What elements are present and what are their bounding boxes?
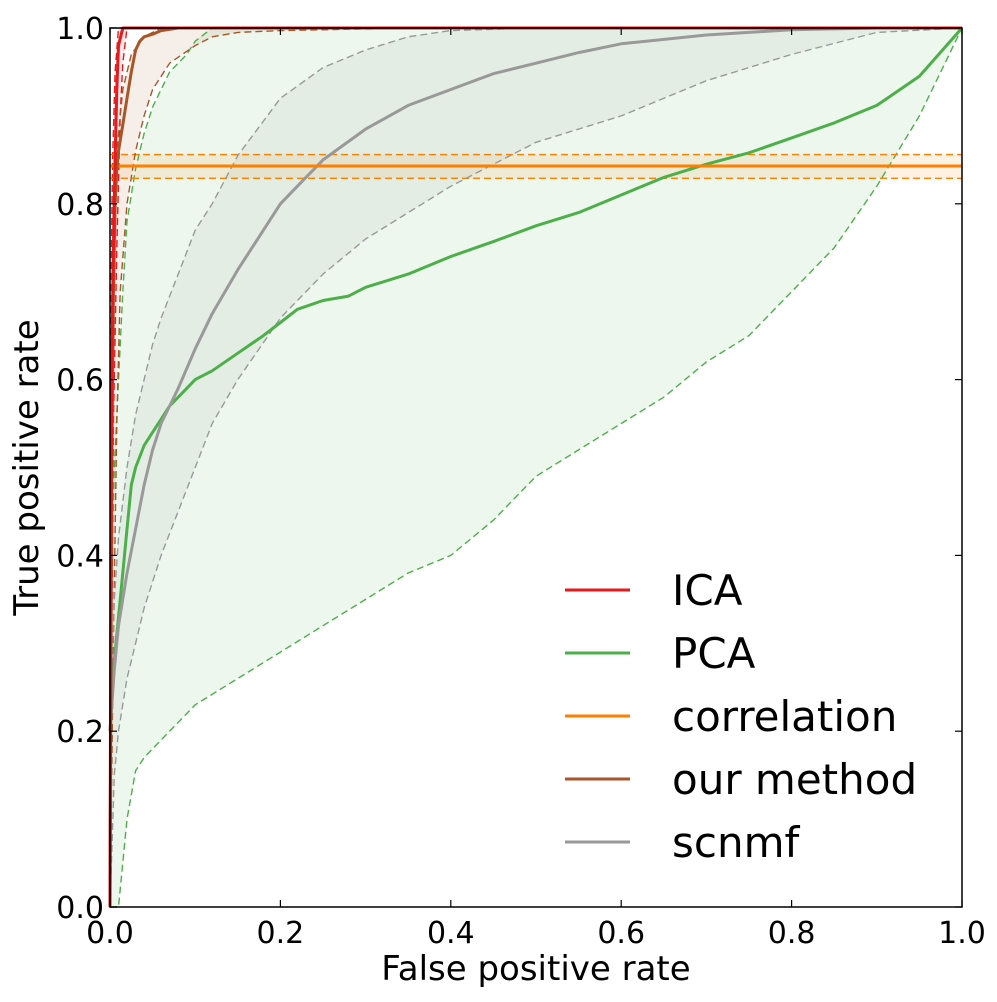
line-ica bbox=[108, 26, 962, 908]
x-tick-label: 1.0 bbox=[938, 916, 986, 951]
upper-bound-pca bbox=[109, 27, 962, 644]
upper-bound-scnmf bbox=[109, 27, 962, 732]
legend-label-correlation: correlation bbox=[672, 692, 897, 741]
x-tick-label: 0.0 bbox=[86, 916, 134, 951]
band-scnmf bbox=[110, 28, 962, 907]
line-scnmf bbox=[108, 26, 962, 732]
legend-label-our-method: our method bbox=[672, 755, 917, 804]
y-axis-title: True positive rate bbox=[7, 319, 47, 616]
plot-frame bbox=[109, 27, 963, 908]
legend-label-pca: PCA bbox=[672, 629, 756, 678]
lower-bound-scnmf bbox=[109, 27, 963, 908]
y-tick-label: 0.6 bbox=[56, 364, 104, 399]
x-tick-label: 0.8 bbox=[768, 916, 816, 951]
y-tick-label: 0.8 bbox=[56, 188, 104, 223]
y-tick-label: 0.2 bbox=[56, 715, 104, 750]
axis-ticks bbox=[109, 27, 963, 908]
x-axis-title: False positive rate bbox=[381, 949, 690, 989]
legend: ICA PCA correlation our method scnmf bbox=[565, 566, 917, 867]
y-tick-label: 1.0 bbox=[56, 12, 104, 47]
y-tick-label: 0.4 bbox=[56, 539, 104, 574]
series-lines bbox=[108, 26, 964, 908]
line-pca bbox=[108, 27, 964, 732]
x-tick-label: 0.4 bbox=[427, 916, 475, 951]
x-tick-label: 0.2 bbox=[257, 916, 305, 951]
legend-label-scnmf: scnmf bbox=[672, 818, 801, 867]
y-tick-label: 0.0 bbox=[56, 891, 104, 926]
legend-label-ica: ICA bbox=[672, 566, 743, 615]
x-tick-label: 0.6 bbox=[597, 916, 645, 951]
y-tick-labels: 0.0 0.2 0.4 0.6 0.8 1.0 bbox=[56, 12, 104, 926]
lower-bound-pca bbox=[110, 27, 963, 908]
x-tick-labels: 0.0 0.2 0.4 0.6 0.8 1.0 bbox=[86, 916, 986, 951]
lower-bound-our-method bbox=[109, 27, 962, 908]
band-pca bbox=[110, 28, 962, 907]
